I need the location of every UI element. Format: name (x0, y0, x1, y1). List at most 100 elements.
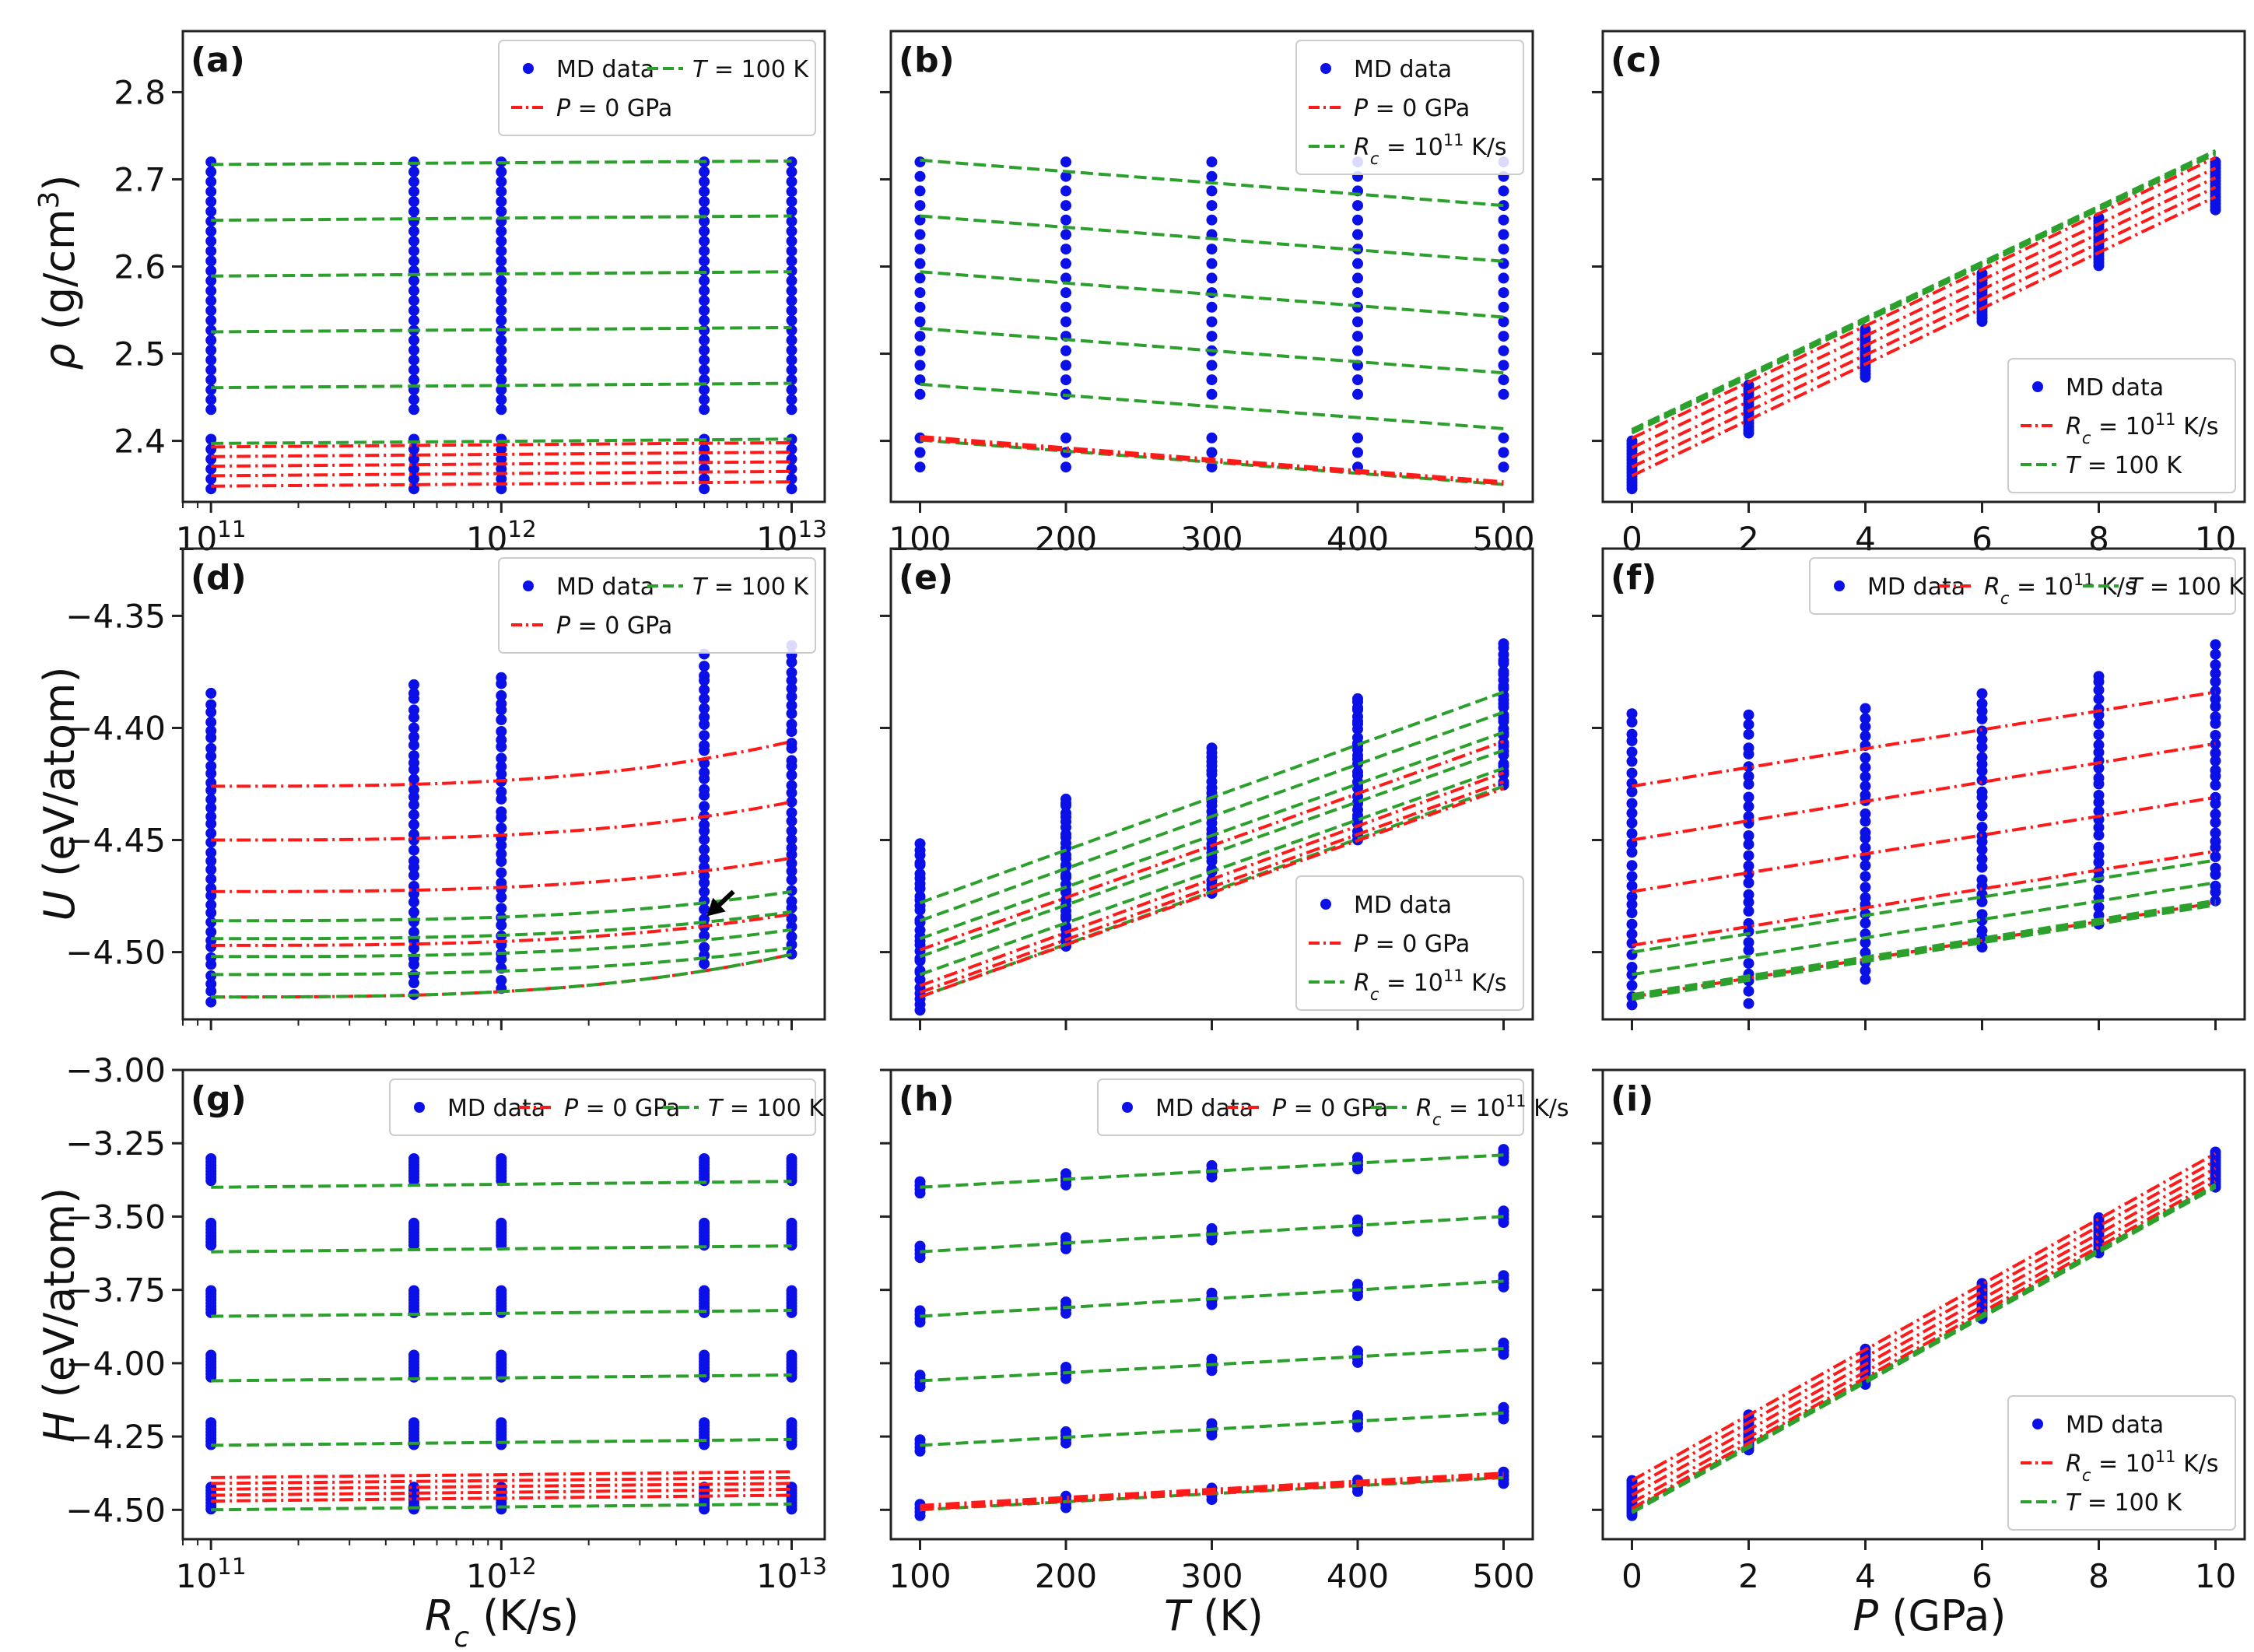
md-data-point (786, 166, 797, 177)
legend-marker (2032, 1419, 2043, 1429)
panel-b: 100 200 300 400 500 (b) MD data P = 0 GPa Rc = 1… (880, 30, 1535, 558)
md-data-point (786, 825, 797, 837)
md-data-point (1860, 973, 1871, 985)
series-line (211, 451, 792, 458)
md-data-point (1498, 1401, 1509, 1413)
legend-entry: T = 100 K (2021, 1489, 2182, 1517)
md-data-point (1060, 461, 1071, 473)
md-data-point (1060, 1232, 1071, 1243)
series-line (920, 1475, 1504, 1511)
md-data-point (1743, 868, 1754, 879)
md-data-point (914, 244, 926, 255)
md-data-point (1743, 801, 1754, 812)
series-line (1632, 881, 2216, 977)
series-line (211, 1487, 792, 1497)
panel-label-f: (f) (1611, 558, 1656, 598)
md-data-point (1976, 800, 1988, 812)
md-data-point (408, 196, 419, 207)
md-data-point (1498, 214, 1509, 226)
md-data-point (2210, 686, 2221, 697)
md-data-point (205, 811, 217, 822)
md-data-point (205, 978, 217, 990)
series-line (919, 771, 1505, 987)
md-data-point (2210, 791, 2221, 803)
md-data-point (1626, 828, 1638, 840)
y-tick-label: 2.8 (114, 73, 166, 111)
md-data-point (1206, 742, 1218, 754)
y-axis-title-u: U (eV/atom) (35, 666, 84, 921)
md-data-point (1352, 214, 1363, 226)
y-axis-title-rho: ρ (g/cm3) (33, 174, 85, 370)
md-data-point (914, 1176, 926, 1187)
md-data-point (496, 354, 507, 366)
md-data-point (1860, 826, 1871, 838)
md-data-point (699, 166, 710, 177)
panel-label-h: (h) (899, 1079, 955, 1119)
md-data-point (1743, 896, 1754, 908)
md-data-point (786, 1349, 797, 1361)
md-data-point (786, 345, 797, 356)
series-p-0-gpa-b (920, 435, 1504, 486)
md-data-point (205, 345, 217, 356)
legend-entry: Rc = 1011 K/s (1309, 131, 1507, 168)
legend-entry: MD data (523, 56, 654, 83)
x-ticks-a: 1011 1012 1013 (176, 502, 827, 558)
y-tick-label: −4.40 (65, 709, 166, 747)
series-line (211, 1309, 792, 1318)
md-data-point (1060, 793, 1071, 805)
md-data-point (699, 226, 710, 237)
panel-d: −4.50 −4.45 −4.40 −4.35 (d) MD data T = 100 K P… (65, 547, 826, 1030)
md-data-point (1743, 791, 1754, 803)
md-data-point (1743, 709, 1754, 721)
md-data-point (1352, 229, 1363, 240)
md-data-point (914, 272, 926, 284)
x-tick-label: 400 (1327, 520, 1389, 558)
md-data-point (408, 977, 419, 988)
md-data-point (408, 896, 419, 908)
md-data-point (496, 848, 507, 860)
legend-label: Rc = 1011 K/s (1354, 966, 1507, 1004)
legend-label: MD data (1867, 573, 1965, 601)
md-data-point (1060, 1296, 1071, 1308)
md-data-point (1743, 945, 1754, 956)
md-data-point (914, 258, 926, 269)
md-data-point (408, 245, 419, 257)
series-line (1632, 899, 2216, 997)
md-data-point (408, 305, 419, 316)
md-data-point (1060, 214, 1071, 226)
md-data-point (496, 822, 507, 834)
md-data-point (408, 255, 419, 267)
md-data-point (914, 1305, 926, 1317)
md-data-point (914, 185, 926, 197)
md-data-point (2210, 648, 2221, 660)
series-line (211, 1470, 792, 1479)
x-tick-label: 500 (1472, 520, 1534, 558)
md-data-point (1976, 706, 1988, 717)
md-data-point (1498, 287, 1509, 299)
y-ticks-g: −4.50 −4.25 −4.00 −3.75 −3.50 −3.25 −3.00 (65, 1051, 183, 1529)
md-data-point (1206, 1418, 1218, 1429)
y-tick-label: −3.75 (65, 1271, 166, 1310)
md-data-point (408, 295, 419, 307)
md-data-point (1743, 985, 1754, 997)
md-data-point (786, 295, 797, 307)
md-data-point (786, 833, 797, 845)
md-data-point (205, 794, 217, 805)
md-data-point (699, 703, 710, 714)
series-p-0-gpa-g (211, 1470, 792, 1503)
md-data-point (699, 324, 710, 336)
md-data-point (699, 1153, 710, 1164)
md-data-point (1626, 756, 1638, 767)
md-data-point (408, 1217, 419, 1229)
series-line (211, 1493, 792, 1503)
legend-b: MD data P = 0 GPa Rc = 1011 K/s (1295, 40, 1524, 175)
md-data-point (914, 287, 926, 299)
md-data-point (1626, 728, 1638, 740)
md-data-point (496, 483, 507, 495)
md-data-point (2093, 884, 2105, 896)
md-data-point (1860, 892, 1871, 903)
md-data-point (408, 176, 419, 188)
md-data-point (408, 1417, 419, 1429)
series-line (211, 739, 792, 788)
plot-area-d (205, 640, 797, 1008)
